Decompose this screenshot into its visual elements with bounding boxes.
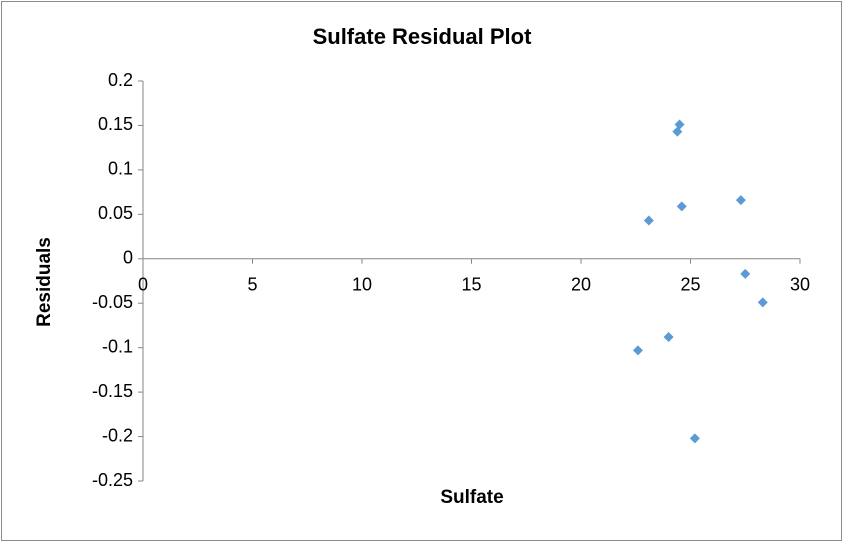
scatter-point xyxy=(689,433,700,444)
y-tick-label: -0.05 xyxy=(92,292,133,312)
y-tick-label: 0 xyxy=(123,248,133,268)
x-axis-title: Sulfate xyxy=(440,487,503,508)
y-tick-label: 0.1 xyxy=(108,159,133,179)
x-tick-label: 15 xyxy=(461,275,481,295)
chart-title: Sulfate Residual Plot xyxy=(313,24,532,49)
scatter-point xyxy=(735,195,746,206)
y-tick-label: -0.15 xyxy=(92,381,133,401)
scatter-point xyxy=(632,345,643,356)
y-axis-title: Residuals xyxy=(34,237,55,327)
scatter-point xyxy=(663,332,674,342)
x-tick-label: 10 xyxy=(352,275,372,295)
y-tick-label: -0.25 xyxy=(92,470,133,490)
scatter-point xyxy=(757,297,768,308)
y-tick-label: 0.15 xyxy=(98,114,133,134)
scatter-point xyxy=(643,215,654,226)
x-tick-label: 20 xyxy=(571,275,591,295)
y-tick-label: -0.2 xyxy=(102,425,133,445)
scatter-point xyxy=(740,268,751,279)
scatter-point xyxy=(676,201,687,212)
y-tick-label: 0.2 xyxy=(108,70,133,90)
y-tick-label: 0.05 xyxy=(98,203,133,223)
x-tick-label: 25 xyxy=(680,275,700,295)
y-tick-label: -0.1 xyxy=(102,336,133,356)
x-tick-label: 0 xyxy=(138,275,148,295)
scatter-point xyxy=(672,126,683,137)
x-tick-label: 30 xyxy=(790,275,810,295)
x-tick-label: 5 xyxy=(247,275,257,295)
